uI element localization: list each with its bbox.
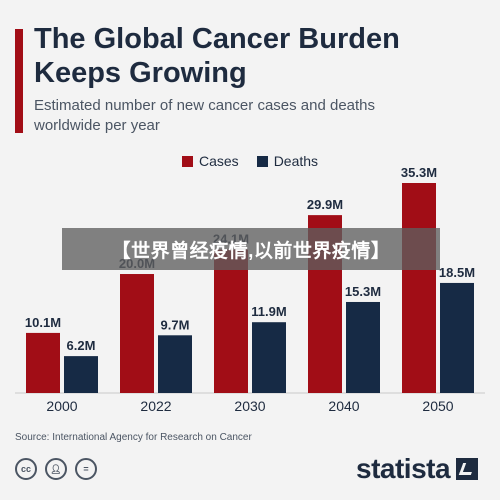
- x-tick-label-2022: 2022: [140, 398, 171, 414]
- bar-deaths-2022: [158, 335, 192, 393]
- data-label-deaths-2030: 11.9M: [251, 304, 286, 319]
- cc-icon[interactable]: cc: [15, 458, 37, 480]
- data-label-cases-2050: 35.3M: [401, 165, 437, 180]
- watermark-banner: 【世界曾经疫情,以前世界疫情】: [62, 228, 440, 270]
- by-icon[interactable]: 👤︎: [45, 458, 67, 480]
- statista-logo[interactable]: statista: [356, 453, 479, 485]
- license-icons: cc 👤︎ =: [15, 458, 97, 480]
- legend-item-cases: Cases: [182, 153, 239, 169]
- legend-swatch-cases: [182, 155, 193, 167]
- bar-cases-2030: [214, 249, 248, 393]
- x-tick-label-2030: 2030: [234, 398, 265, 414]
- legend-swatch-deaths: [256, 155, 268, 167]
- bar-deaths-2050: [440, 282, 474, 393]
- bar-cases-2000: [26, 332, 60, 393]
- statista-logo-icon: [456, 458, 479, 480]
- data-label-cases-2040: 29.9M: [307, 197, 343, 212]
- bar-deaths-2040: [346, 301, 380, 393]
- nd-icon[interactable]: =: [75, 458, 97, 480]
- bar-cases-2050: [402, 183, 436, 393]
- legend-item-deaths: Deaths: [256, 153, 319, 169]
- data-label-cases-2000: 10.1M: [25, 315, 61, 330]
- legend-label-deaths: Deaths: [273, 153, 319, 169]
- data-label-deaths-2040: 15.3M: [345, 284, 381, 299]
- x-tick-label-2040: 2040: [328, 398, 359, 414]
- source-note: Source: International Agency for Researc…: [15, 432, 252, 443]
- x-tick-label-2050: 2050: [422, 398, 453, 414]
- data-label-deaths-2022: 9.7M: [161, 317, 190, 332]
- title-accent-bar: [15, 29, 23, 133]
- bar-cases-2022: [120, 274, 154, 393]
- bar-deaths-2030: [252, 322, 286, 393]
- legend: Cases Deaths: [182, 153, 318, 169]
- data-label-deaths-2000: 6.2M: [67, 338, 96, 353]
- bar-deaths-2000: [64, 356, 98, 393]
- data-label-deaths-2050: 18.5M: [439, 265, 475, 280]
- chart-subtitle: Estimated number of new cancer cases and…: [34, 97, 376, 134]
- x-tick-label-2000: 2000: [46, 398, 77, 414]
- legend-label-cases: Cases: [199, 153, 239, 169]
- chart-title: The Global Cancer Burden Keeps Growing: [34, 23, 400, 89]
- statista-wordmark: statista: [356, 453, 451, 484]
